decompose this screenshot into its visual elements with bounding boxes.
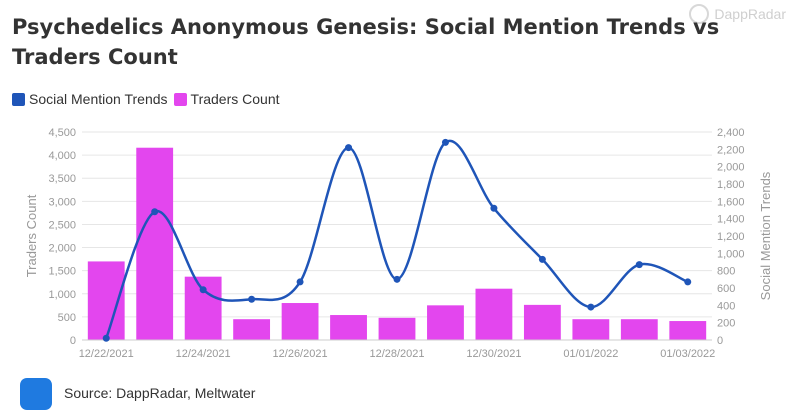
legend-label-traders-count: Traders Count xyxy=(190,91,280,107)
y-tick-label-right: 200 xyxy=(717,318,735,330)
dappradar-logo-icon xyxy=(689,4,710,24)
source-text: Source: DappRadar, Meltwater xyxy=(64,385,256,401)
bar-traders-count xyxy=(281,303,319,340)
point-social-mention-trends xyxy=(684,278,692,286)
y-tick-label-left: 1,500 xyxy=(48,266,76,278)
y-tick-label-left: 0 xyxy=(70,335,76,347)
point-social-mention-trends xyxy=(151,208,159,216)
y-tick-label-right: 1,000 xyxy=(717,248,745,260)
legend: Social Mention Trends Traders Count xyxy=(12,91,286,107)
x-tick-label: 12/26/2021 xyxy=(273,348,328,360)
chart-title: Psychedelics Anonymous Genesis: Social M… xyxy=(12,15,720,69)
y-tick-label-right: 2,400 xyxy=(717,127,745,139)
y-tick-label-left: 4,500 xyxy=(48,127,76,139)
watermark-text: DappRadar xyxy=(714,6,786,22)
bar-traders-count xyxy=(669,321,707,340)
point-social-mention-trends xyxy=(345,144,353,152)
legend-label-social-mention-trends: Social Mention Trends xyxy=(29,91,168,107)
point-social-mention-trends xyxy=(248,295,256,303)
bar-traders-count xyxy=(572,319,610,340)
y-tick-label-left: 500 xyxy=(58,312,76,324)
bar-traders-count xyxy=(233,319,271,340)
legend-swatch-bar xyxy=(173,92,187,106)
y-tick-label-right: 1,400 xyxy=(717,214,745,226)
legend-item-traders-count[interactable]: Traders Count xyxy=(173,91,280,107)
bar-traders-count xyxy=(184,276,222,340)
dappradar-source-logo-icon xyxy=(20,378,52,410)
y-tick-label-left: 3,500 xyxy=(48,173,76,185)
point-social-mention-trends xyxy=(538,255,546,263)
x-tick-label: 01/01/2022 xyxy=(563,348,618,360)
point-social-mention-trends xyxy=(490,204,498,212)
chart-plot: 0 500 1,000 1,500 2,000 2,500 3,000 3,500 4,000 4… xyxy=(24,127,773,360)
y-tick-label-right: 1,200 xyxy=(717,231,745,243)
point-social-mention-trends xyxy=(102,334,110,342)
bar-traders-count xyxy=(330,315,367,340)
legend-swatch-line xyxy=(12,92,25,106)
point-social-mention-trends xyxy=(635,261,643,269)
bar-traders-count xyxy=(523,304,561,340)
x-tick-label: 12/28/2021 xyxy=(369,348,424,360)
y-tick-label-right: 0 xyxy=(717,335,723,347)
y-tick-label-right: 2,200 xyxy=(717,144,745,156)
x-tick-label: 12/24/2021 xyxy=(176,348,231,360)
y-tick-label-left: 3,000 xyxy=(48,196,76,208)
point-social-mention-trends xyxy=(296,278,304,286)
y-tick-label-right: 1,800 xyxy=(717,179,745,191)
watermark: DappRadar xyxy=(689,4,786,24)
y-tick-label-left: 2,000 xyxy=(48,243,76,255)
bar-traders-count xyxy=(427,305,464,340)
y-tick-label-right: 600 xyxy=(717,283,735,295)
line-social-mention-trends xyxy=(105,139,689,339)
y-tick-label-right: 400 xyxy=(717,300,735,312)
bar-traders-count xyxy=(475,288,513,340)
point-social-mention-trends xyxy=(393,275,401,283)
y-tick-label-right: 2,000 xyxy=(717,162,745,174)
bar-traders-count xyxy=(136,147,174,340)
bar-traders-count xyxy=(378,317,416,340)
y-axis-title-right: Social Mention Trends xyxy=(758,171,773,300)
bar-traders-count xyxy=(620,319,658,340)
point-social-mention-trends xyxy=(199,286,207,294)
x-tick-label: 12/30/2021 xyxy=(466,348,521,360)
legend-item-social-mention-trends[interactable]: Social Mention Trends xyxy=(12,91,168,107)
y-axis-title-left: Traders Count xyxy=(24,194,39,277)
y-tick-label-left: 2,500 xyxy=(48,219,76,231)
x-tick-label: 01/03/2022 xyxy=(660,348,715,360)
y-tick-label-left: 4,000 xyxy=(48,150,76,162)
y-tick-label-right: 1,600 xyxy=(717,196,745,208)
y-tick-label-right: 800 xyxy=(717,266,735,278)
point-social-mention-trends xyxy=(587,303,595,311)
y-tick-label-left: 1,000 xyxy=(48,289,76,301)
x-tick-label: 12/22/2021 xyxy=(79,348,134,360)
point-social-mention-trends xyxy=(441,138,449,146)
